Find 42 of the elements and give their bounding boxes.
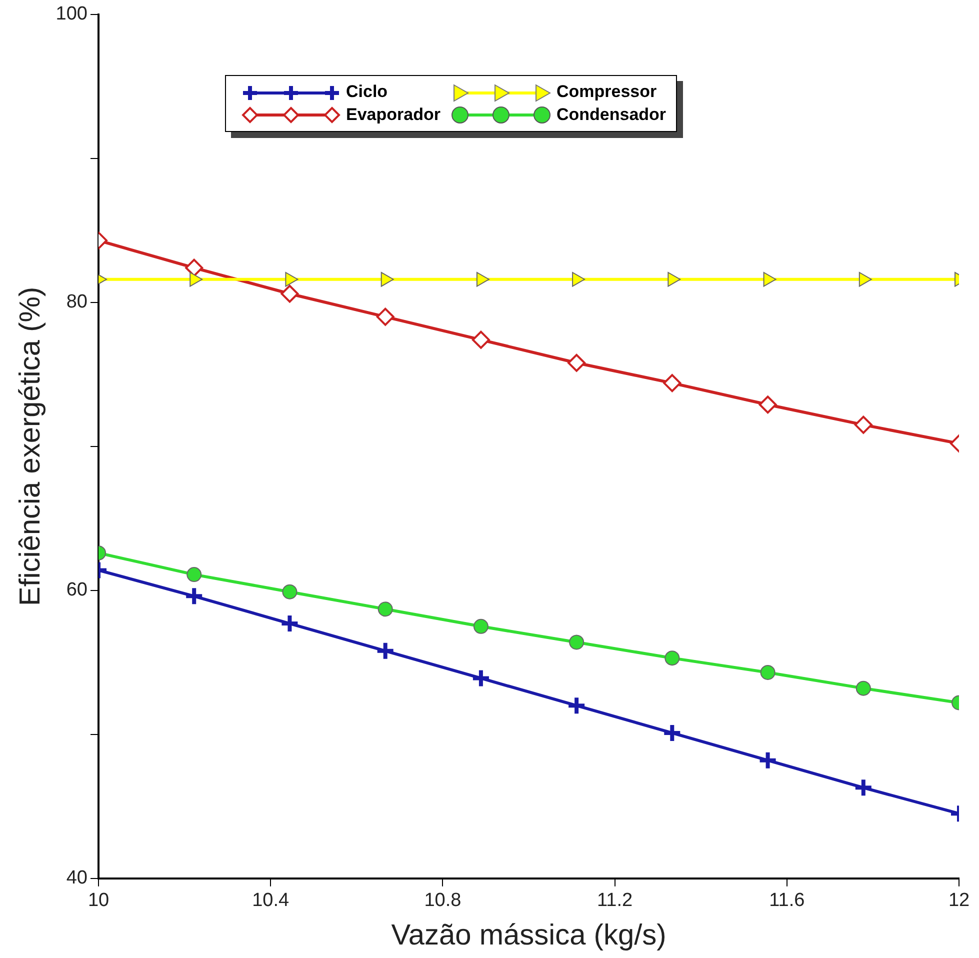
x-tick-label: 11.6 — [769, 890, 805, 912]
point — [664, 650, 680, 666]
point — [473, 618, 488, 634]
point — [375, 640, 396, 661]
legend-label: Ciclo — [346, 82, 388, 101]
y-tick-label: 60 — [66, 580, 88, 601]
legend-label: Compressor — [556, 82, 657, 101]
y-tick-label: 80 — [66, 292, 88, 313]
point — [760, 664, 776, 680]
x-tick-label: 11.2 — [597, 890, 633, 912]
point — [566, 696, 587, 716]
point — [378, 602, 393, 617]
point — [853, 778, 874, 798]
point — [280, 284, 299, 303]
point — [758, 396, 777, 414]
point — [569, 634, 584, 650]
point — [470, 668, 491, 688]
x-tick-label: 10.4 — [252, 890, 290, 912]
point — [568, 354, 586, 372]
point — [380, 272, 394, 287]
y-tick-label: 100 — [56, 4, 88, 25]
point — [758, 750, 778, 770]
point — [190, 272, 203, 287]
point — [472, 330, 490, 349]
point — [476, 272, 490, 287]
point — [854, 416, 872, 434]
legend-label: Evaporador — [346, 104, 440, 124]
point — [663, 374, 682, 392]
x-axis-title: Vazão mássica (kg/s) — [391, 920, 666, 952]
point — [285, 272, 298, 287]
point — [185, 258, 204, 277]
legend-label: Condensador — [556, 104, 666, 124]
x-tick-label: 12 — [948, 890, 970, 912]
y-tick-label: 40 — [66, 868, 88, 889]
point — [282, 584, 298, 600]
x-tick-label: 10.8 — [424, 890, 462, 912]
x-tick-label: 10 — [88, 890, 110, 912]
point — [186, 567, 202, 582]
point — [376, 308, 394, 326]
point — [856, 680, 871, 696]
point — [184, 586, 204, 606]
y-axis-title: Eficiência exergética (%) — [14, 286, 46, 606]
